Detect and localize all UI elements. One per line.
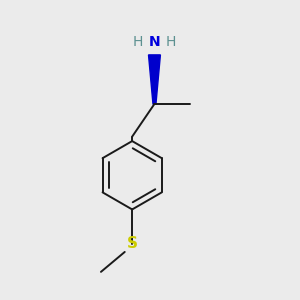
Text: H: H: [166, 34, 176, 49]
Polygon shape: [148, 55, 160, 104]
Text: H: H: [133, 34, 143, 49]
Text: S: S: [127, 236, 138, 251]
Text: N: N: [148, 34, 160, 49]
